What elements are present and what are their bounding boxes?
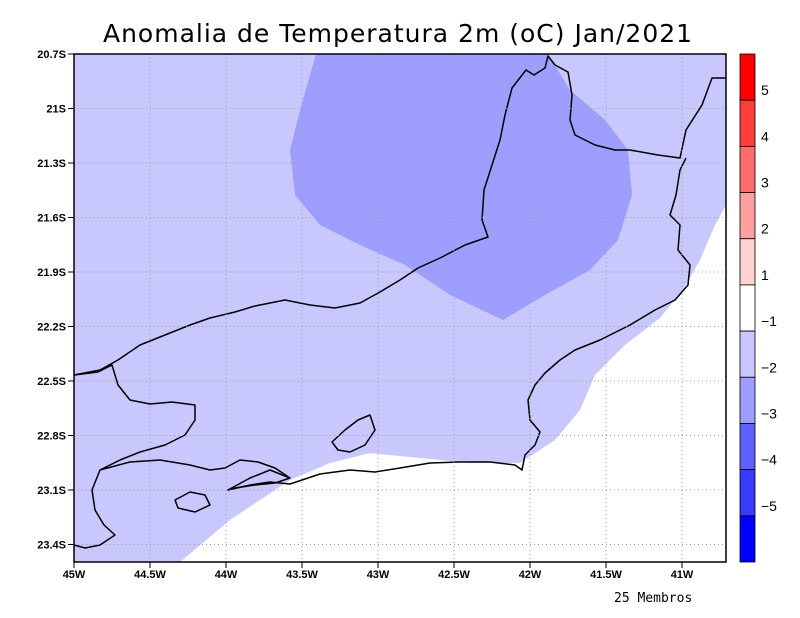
longitude-tick-label: 45W bbox=[63, 569, 86, 581]
colorbar-swatch bbox=[739, 238, 756, 286]
latitude-tick-label: 20.7S bbox=[37, 49, 66, 61]
map-title: Anomalia de Temperatura 2m (oC) Jan/2021 bbox=[103, 19, 693, 48]
colorbar-label: −5 bbox=[761, 498, 777, 514]
map-frame bbox=[73, 53, 727, 563]
colorbar-label: −2 bbox=[761, 359, 777, 375]
latitude-tick-label: 23.4S bbox=[37, 540, 66, 552]
colorbar-swatch bbox=[739, 376, 756, 424]
latitude-tick-label: 22.5S bbox=[37, 376, 66, 388]
longitude-tick-label: 43W bbox=[367, 569, 390, 581]
longitude-tick-label: 42W bbox=[519, 569, 542, 581]
latitude-tick-label: 21.9S bbox=[37, 267, 66, 279]
anomaly-fill-mid-blue bbox=[290, 54, 632, 320]
longitude-tick-label: 44W bbox=[215, 569, 238, 581]
longitude-tick-label: 41.5W bbox=[590, 569, 622, 581]
colorbar-swatch bbox=[739, 423, 756, 471]
colorbar-label: 5 bbox=[761, 82, 769, 98]
colorbar-swatch bbox=[739, 469, 756, 517]
latitude-axis: 20.7S 21S 21.3S 21.6S 21.9S 22.2S 22.5S 22.8S 23… bbox=[37, 49, 74, 552]
longitude-tick-label: 42.5W bbox=[438, 569, 470, 581]
colorbar-swatch bbox=[739, 192, 756, 240]
latitude-tick-label: 22.8S bbox=[37, 431, 66, 443]
colorbar-swatch bbox=[739, 284, 756, 332]
ensemble-members-note: 25 Membros bbox=[614, 591, 692, 606]
coastline-and-borders bbox=[74, 55, 726, 549]
colorbar-swatch bbox=[739, 99, 756, 147]
latitude-tick-label: 21.3S bbox=[37, 158, 66, 170]
colorbar-swatch bbox=[739, 330, 756, 378]
latitude-tick-label: 21.6S bbox=[37, 213, 66, 225]
colorbar-label: 2 bbox=[761, 221, 769, 237]
latitude-tick-label: 23.1S bbox=[37, 485, 66, 497]
longitude-tick-label: 43.5W bbox=[286, 569, 318, 581]
longitude-tick-label: 44.5W bbox=[134, 569, 166, 581]
colorbar: 5 4 3 2 1 −1 −2 −3 −4 −5 bbox=[739, 53, 777, 563]
gridlines bbox=[74, 54, 726, 562]
map-panel bbox=[74, 54, 726, 562]
anomaly-fill-white bbox=[180, 205, 726, 562]
colorbar-swatch bbox=[739, 53, 756, 101]
colorbar-label: −4 bbox=[761, 452, 777, 468]
colorbar-swatch bbox=[739, 515, 756, 563]
colorbar-label: −3 bbox=[761, 405, 777, 421]
colorbar-label: 3 bbox=[761, 175, 769, 191]
longitude-tick-label: 41W bbox=[671, 569, 694, 581]
colorbar-swatch bbox=[739, 145, 756, 193]
latitude-tick-label: 21S bbox=[46, 104, 66, 116]
latitude-tick-label: 22.2S bbox=[37, 322, 66, 334]
colorbar-label: 4 bbox=[761, 128, 769, 144]
colorbar-label: −1 bbox=[761, 313, 777, 329]
colorbar-label: 1 bbox=[761, 267, 769, 283]
longitude-axis: 45W 44.5W 44W 43.5W 43W 42.5W 42W 41.5W 41W bbox=[63, 562, 694, 581]
